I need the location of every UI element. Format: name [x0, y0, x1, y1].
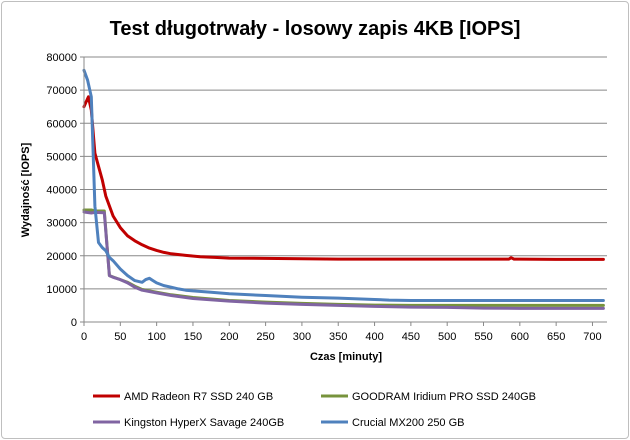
x-tick-label: 300 — [293, 331, 311, 343]
grid-lines — [84, 56, 607, 290]
y-tick-label: 0 — [71, 317, 77, 329]
y-tick-label: 50000 — [46, 151, 77, 163]
x-tick-label: 150 — [184, 331, 202, 343]
legend-item: Kingston HyperX Savage 240GB — [93, 417, 284, 429]
x-tick-label: 600 — [511, 331, 529, 343]
x-axis-tick-labels: 0 50 100 150 200 250 300 350 400 450 500 550 600 650 7… — [81, 322, 602, 343]
x-tick-label: 400 — [365, 331, 383, 343]
x-axis-label: Czas [minuty] — [310, 351, 382, 363]
legend-label: GOODRAM Iridium PRO SSD 240GB — [352, 391, 536, 403]
legend-label: Kingston HyperX Savage 240GB — [124, 417, 284, 429]
x-tick-label: 700 — [583, 331, 601, 343]
x-tick-label: 350 — [329, 331, 347, 343]
x-tick-label: 550 — [474, 331, 492, 343]
legend: AMD Radeon R7 SSD 240 GB GOODRAM Iridium … — [93, 391, 536, 429]
y-tick-label: 80000 — [46, 52, 77, 64]
chart-title: Test długotrwały - losowy zapis 4KB [IOP… — [110, 18, 521, 40]
y-tick-label: 10000 — [46, 284, 77, 296]
x-tick-label: 50 — [114, 331, 126, 343]
x-tick-label: 650 — [547, 331, 565, 343]
legend-label: Crucial MX200 250 GB — [352, 417, 465, 429]
series-line — [82, 95, 605, 261]
y-axis-label: Wydajność [IOPS] — [20, 142, 32, 237]
series-lines — [82, 68, 605, 310]
x-tick-label: 250 — [256, 331, 274, 343]
x-tick-label: 450 — [402, 331, 420, 343]
y-tick-label: 70000 — [46, 85, 77, 97]
y-tick-label: 20000 — [46, 251, 77, 263]
legend-label: AMD Radeon R7 SSD 240 GB — [124, 391, 273, 403]
legend-item: Crucial MX200 250 GB — [321, 417, 465, 429]
x-tick-label: 100 — [147, 331, 165, 343]
y-tick-label: 40000 — [46, 185, 77, 197]
x-tick-label: 0 — [81, 331, 87, 343]
y-axis-tick-labels: 0 10000 20000 30000 40000 50000 60000 70000 8000… — [46, 52, 84, 329]
series-line — [82, 210, 605, 310]
series-line — [82, 68, 605, 302]
legend-item: AMD Radeon R7 SSD 240 GB — [93, 391, 273, 403]
y-tick-label: 30000 — [46, 218, 77, 230]
x-tick-label: 500 — [438, 331, 456, 343]
legend-item: GOODRAM Iridium PRO SSD 240GB — [321, 391, 536, 403]
x-tick-label: 200 — [220, 331, 238, 343]
y-tick-label: 60000 — [46, 118, 77, 130]
